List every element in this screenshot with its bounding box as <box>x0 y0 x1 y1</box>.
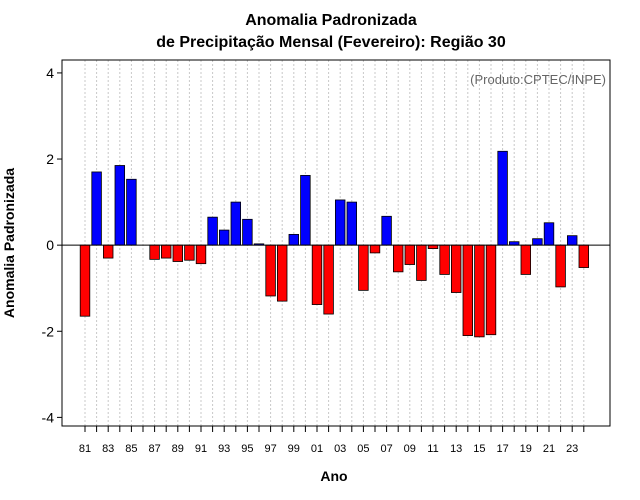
bar-15 <box>474 244 485 338</box>
bar-14 <box>462 244 474 336</box>
bar-99 <box>288 233 300 246</box>
x-tick-label: 01 <box>311 443 323 455</box>
x-tick-label: 89 <box>172 443 184 455</box>
y-tick-label: 4 <box>46 65 54 81</box>
bar-90 <box>184 244 195 261</box>
plot-frame <box>61 59 611 427</box>
x-tick-label: 93 <box>218 443 230 455</box>
bar-19 <box>520 244 532 275</box>
bar-85 <box>126 178 137 246</box>
x-tick-label: 19 <box>520 443 532 455</box>
bar-16 <box>485 244 497 336</box>
bar-21 <box>543 222 555 246</box>
x-tick-label: 97 <box>264 443 276 455</box>
bar-88 <box>160 244 172 259</box>
bar-81 <box>79 244 91 317</box>
x-tick-label: 17 <box>496 443 508 455</box>
x-tick-label: 99 <box>288 443 300 455</box>
chart-title-line2: de Precipitação Mensal (Fevereiro): Regi… <box>156 34 506 51</box>
source-label: (Produto:CPTEC/INPE) <box>470 72 606 87</box>
bar-95 <box>242 218 253 246</box>
x-tick-label: 81 <box>79 443 91 455</box>
x-tick-label: 03 <box>334 443 346 455</box>
bar-02 <box>323 244 334 315</box>
bar-89 <box>172 244 184 262</box>
bar-01 <box>311 244 323 305</box>
bar-91 <box>195 244 207 265</box>
bars <box>79 150 590 338</box>
bar-11 <box>427 244 439 249</box>
bar-92 <box>207 216 218 246</box>
y-tick-label: -2 <box>42 323 55 339</box>
x-tick-label: 95 <box>241 443 253 455</box>
bar-20 <box>532 238 543 246</box>
bar-03 <box>334 199 346 246</box>
bar-87 <box>149 244 160 260</box>
bar-08 <box>392 244 404 273</box>
y-tick-label: -4 <box>42 409 55 425</box>
bar-07 <box>381 215 392 246</box>
x-tick-label: 91 <box>195 443 207 455</box>
bar-93 <box>218 229 230 246</box>
y-axis-label: Anomalia Padronizada <box>1 168 17 318</box>
x-tick-label: 15 <box>473 443 485 455</box>
y-tick-label: 2 <box>46 151 54 167</box>
bar-23 <box>567 235 578 246</box>
x-axis-label: Ano <box>320 468 347 484</box>
bar-22 <box>555 244 566 288</box>
x-tick-label: 87 <box>148 443 160 455</box>
bar-18 <box>508 241 520 246</box>
bar-82 <box>91 171 102 246</box>
x-tick-label: 21 <box>543 443 555 455</box>
x-tick-label: 23 <box>566 443 578 455</box>
x-tick-label: 85 <box>125 443 137 455</box>
bar-04 <box>346 201 358 246</box>
bar-10 <box>416 244 427 281</box>
x-tick-label: 09 <box>404 443 416 455</box>
bar-05 <box>358 244 369 291</box>
bar-83 <box>103 244 114 259</box>
x-tick-label: 05 <box>357 443 369 455</box>
grid-lines <box>84 60 585 426</box>
bar-12 <box>439 244 450 275</box>
bar-24 <box>578 244 590 268</box>
x-tick-label: 11 <box>427 443 438 455</box>
y-axis: -4 -2 0 2 4 <box>42 65 62 425</box>
x-tick-label: 83 <box>102 443 114 455</box>
bar-97 <box>265 244 276 297</box>
bar-06 <box>369 244 381 254</box>
y-tick-label: 0 <box>46 237 54 253</box>
x-tick-label: 13 <box>450 443 462 455</box>
x-axis: 81 83 85 87 89 91 93 95 97 99 01 03 05 07 09 11 13 15 17 19… <box>79 426 585 455</box>
bar-09 <box>404 244 416 265</box>
bar-94 <box>230 201 242 246</box>
bar-17 <box>497 150 508 246</box>
bar-98 <box>276 244 288 302</box>
chart-title-line1: Anomalia Padronizada <box>245 12 417 29</box>
bar-13 <box>450 244 462 293</box>
bar-00 <box>300 174 311 246</box>
bar-84 <box>114 165 126 246</box>
x-tick-label: 07 <box>380 443 392 455</box>
